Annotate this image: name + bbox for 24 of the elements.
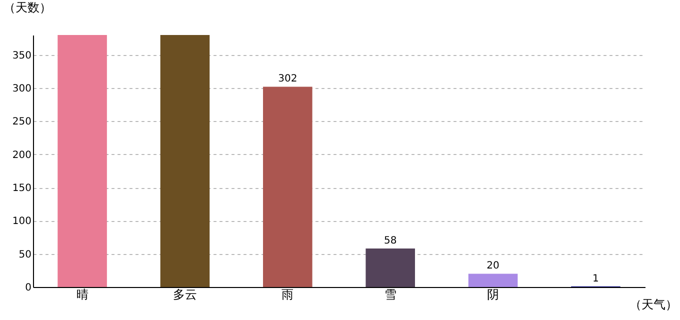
data-label: 302 — [278, 74, 298, 85]
y-tick-label: 200 — [12, 150, 32, 161]
bar — [263, 86, 312, 287]
data-label: 58 — [384, 236, 397, 247]
bar — [160, 35, 210, 287]
x-tick-label: 多云 — [172, 288, 197, 302]
bar — [468, 274, 518, 287]
bar — [58, 35, 107, 287]
y-tick-label: 300 — [12, 84, 32, 95]
x-axis-title: （天气） — [630, 298, 678, 312]
y-tick-label: 50 — [18, 249, 32, 260]
x-tick-label: 雨 — [282, 288, 294, 302]
y-tick-label: 0 — [25, 282, 32, 294]
x-tick-label: 阴 — [487, 288, 500, 302]
x-tick-label: 雪 — [384, 288, 396, 302]
y-tick-label: 150 — [12, 183, 32, 194]
x-tick-label: 晴 — [76, 288, 88, 302]
data-label: 1 — [592, 273, 599, 284]
data-label: 20 — [486, 260, 500, 272]
y-axis-title: （天数） — [4, 0, 52, 14]
y-tick-label: 250 — [12, 116, 32, 128]
y-tick-label: 350 — [12, 50, 32, 62]
bar — [366, 248, 415, 287]
y-tick-label: 100 — [12, 216, 32, 228]
